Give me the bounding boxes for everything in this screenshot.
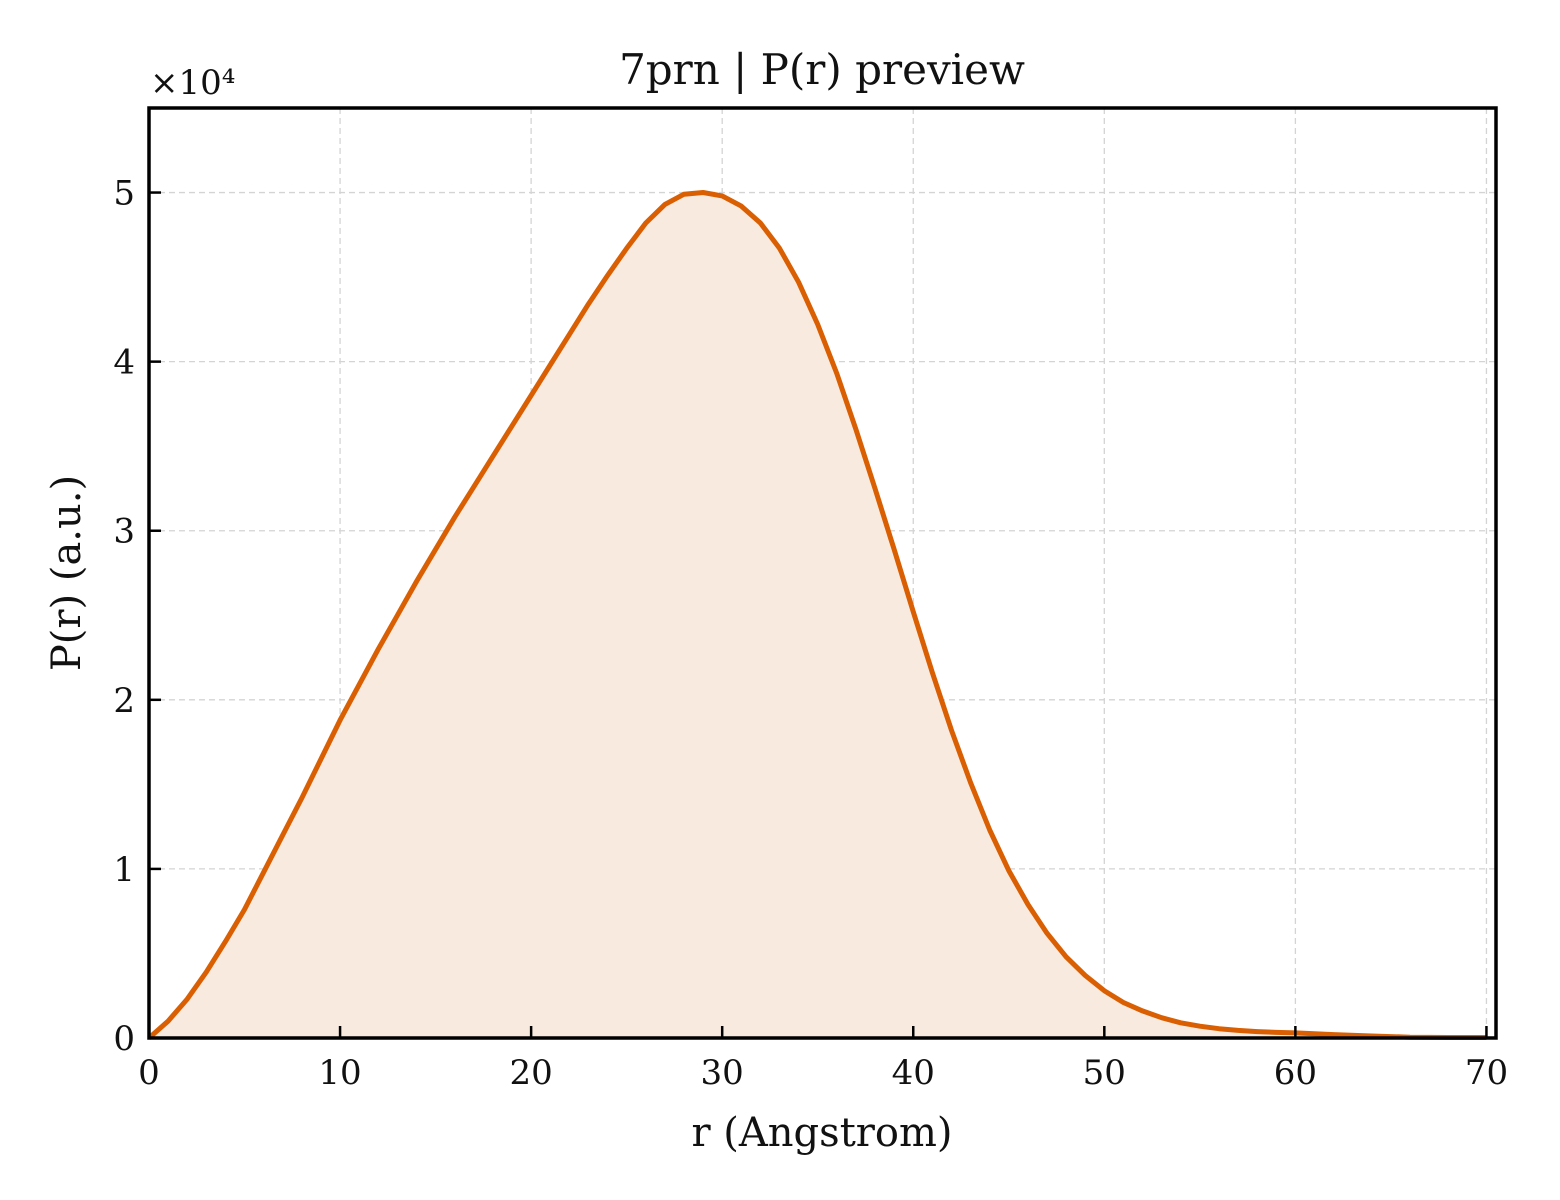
pr-area-fill <box>149 192 1487 1038</box>
x-tick-label: 50 <box>1083 1053 1126 1093</box>
y-tick-label: 0 <box>113 1019 135 1059</box>
x-tick-label: 70 <box>1465 1053 1508 1093</box>
chart-title: 7prn | P(r) preview <box>619 45 1025 94</box>
x-tick-label: 20 <box>509 1053 552 1093</box>
x-tick-label: 30 <box>701 1053 744 1093</box>
x-tick-label: 40 <box>892 1053 935 1093</box>
x-tick-label: 0 <box>138 1053 160 1093</box>
axis-ticks: 0 10 20 30 40 50 60 70 0 1 2 3 4 5 <box>113 174 1508 1093</box>
pr-curve-line <box>147 190 1487 1040</box>
x-tick-label: 60 <box>1274 1053 1317 1093</box>
y-tick-label: 4 <box>113 343 135 383</box>
y-axis-label: P(r) (a.u.) <box>44 475 90 671</box>
plot-frame <box>147 106 1498 1040</box>
x-tick-label: 10 <box>318 1053 361 1093</box>
y-tick-label: 1 <box>113 850 135 890</box>
y-tick-label: 2 <box>113 681 135 721</box>
y-tick-label: 3 <box>113 512 135 552</box>
x-axis-label: r (Angstrom) <box>691 1110 952 1156</box>
y-offset-label: ×10⁴ <box>150 63 235 103</box>
y-tick-label: 5 <box>113 174 135 214</box>
